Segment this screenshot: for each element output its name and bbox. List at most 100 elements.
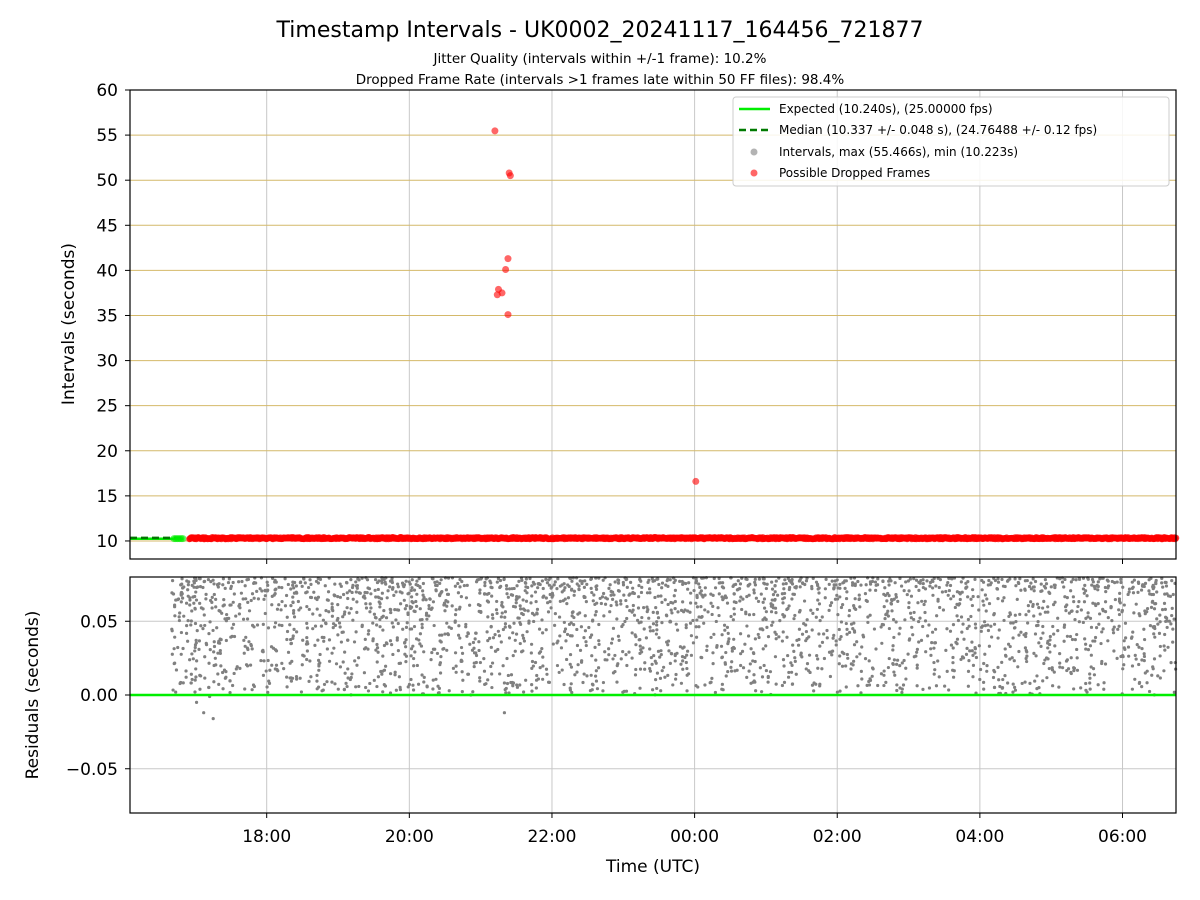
legend-box	[732, 96, 1170, 187]
residual-point	[685, 666, 689, 671]
legend-expected-label: Expected (10.240s), (25.00000 fps)	[779, 102, 993, 116]
residual-point	[445, 648, 449, 652]
residual-point	[900, 690, 904, 695]
residual-point	[418, 584, 422, 589]
intervals-y-tick-label: 40	[96, 261, 118, 281]
residual-point	[762, 663, 766, 668]
residual-point	[732, 592, 736, 596]
residual-point	[1072, 666, 1077, 670]
residual-point	[823, 596, 827, 600]
residual-point	[486, 600, 491, 604]
residual-point	[1009, 621, 1013, 625]
residual-point	[382, 643, 387, 648]
residual-point	[853, 583, 857, 588]
residual-point	[602, 614, 606, 618]
residual-point	[671, 683, 675, 687]
residual-point	[864, 583, 868, 587]
residual-point	[749, 647, 753, 651]
residual-point	[1089, 665, 1093, 669]
residual-point	[1132, 578, 1136, 582]
residual-point	[891, 662, 895, 666]
residual-point	[505, 681, 510, 686]
residual-point	[992, 612, 996, 616]
residual-point	[231, 600, 235, 604]
residual-point	[977, 644, 981, 648]
residual-point	[324, 609, 328, 613]
residual-point	[1123, 621, 1128, 625]
residual-point	[766, 675, 770, 680]
residual-point	[703, 683, 707, 687]
residual-point	[670, 611, 674, 615]
residual-point	[860, 677, 864, 681]
residual-point	[892, 635, 896, 640]
residual-point	[901, 683, 906, 687]
residual-point	[170, 652, 174, 656]
residual-point	[289, 679, 294, 683]
residual-point	[1083, 583, 1087, 588]
residual-point	[529, 601, 533, 605]
residual-point	[179, 630, 184, 635]
residual-point	[502, 577, 506, 581]
residual-point	[709, 635, 713, 640]
residual-point	[616, 578, 620, 582]
residual-point	[570, 579, 574, 583]
residual-point	[1000, 660, 1004, 664]
residual-point	[178, 611, 182, 615]
residual-point	[1163, 607, 1167, 611]
residual-point	[186, 619, 190, 623]
residual-point	[459, 595, 463, 599]
residual-point	[1069, 580, 1073, 584]
residual-point	[415, 579, 419, 583]
residual-point	[357, 684, 361, 689]
residual-point	[1084, 647, 1088, 651]
residual-point	[631, 603, 635, 608]
residual-point	[498, 585, 502, 590]
residual-point	[412, 656, 416, 661]
residual-point	[338, 625, 342, 629]
residual-point	[179, 600, 183, 604]
residual-point	[867, 679, 871, 684]
residual-point	[827, 582, 831, 586]
residual-point	[327, 638, 332, 642]
residual-point	[377, 579, 381, 583]
residual-point	[372, 678, 376, 682]
residual-point	[560, 590, 564, 594]
residual-point	[594, 679, 599, 683]
residual-point	[968, 649, 972, 653]
residual-point	[1153, 602, 1157, 606]
residual-point	[780, 592, 784, 596]
residual-point	[790, 663, 794, 667]
residual-point	[309, 582, 313, 586]
residual-point	[280, 661, 284, 665]
residual-point	[1051, 624, 1055, 629]
residual-point	[792, 617, 796, 621]
residual-point	[354, 580, 358, 584]
residual-point	[1156, 674, 1160, 678]
residual-point	[366, 632, 370, 636]
residual-point	[177, 615, 181, 619]
residual-point	[867, 659, 871, 663]
residual-point	[413, 650, 417, 654]
residual-point	[1130, 586, 1134, 591]
residual-point	[1151, 667, 1155, 671]
residual-point	[799, 653, 803, 657]
residual-point	[773, 584, 777, 588]
residual-point	[966, 617, 970, 622]
residual-point	[1097, 622, 1101, 626]
residual-point	[1142, 652, 1146, 656]
residual-point	[765, 582, 769, 586]
residual-point	[1136, 590, 1140, 594]
residual-point	[291, 580, 295, 584]
residual-point	[395, 636, 399, 640]
residual-point	[337, 621, 342, 625]
residual-point	[313, 624, 318, 628]
residual-point	[615, 680, 619, 684]
residual-point	[996, 665, 1000, 669]
residual-point	[179, 652, 183, 656]
residual-point	[958, 592, 962, 596]
residual-point	[501, 605, 505, 609]
residual-point	[398, 685, 402, 690]
residual-point	[589, 586, 593, 590]
residual-point	[456, 591, 461, 595]
residual-point	[654, 632, 659, 636]
